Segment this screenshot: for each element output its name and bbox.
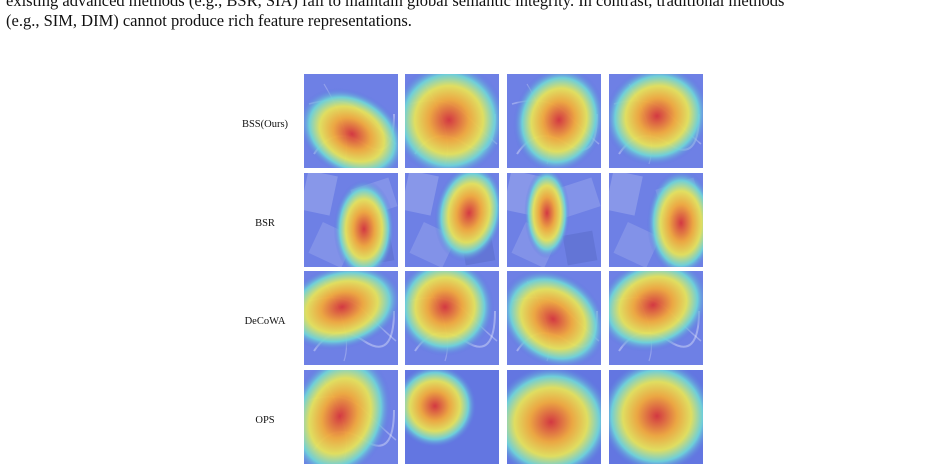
caption-line-1: existing advanced methods (e.g., BSR, SI… [6, 0, 785, 10]
heatmap-tile-bsr-3 [507, 173, 601, 267]
heatmap-tile-ops-4 [609, 370, 703, 464]
heatmap-tile-bsr-2 [405, 173, 499, 267]
heatmap-tile-bss-3 [507, 74, 601, 168]
heatmap-tile-ops-3 [507, 370, 601, 464]
heatmap-tile-bss-4 [609, 74, 703, 168]
heatmap-tile-ops-1 [304, 370, 398, 464]
row-label-bsr: BSR [255, 218, 275, 229]
caption-line-2: (e.g., SIM, DIM) cannot produce rich fea… [6, 11, 412, 30]
heatmap-tile-decowa-1 [304, 271, 398, 365]
heatmap-tile-bss-1 [304, 74, 398, 168]
heatmap-tile-decowa-4 [609, 271, 703, 365]
heatmap-tile-ops-2 [405, 370, 499, 464]
row-label-bss: BSS(Ours) [241, 119, 289, 130]
heatmap-tile-decowa-2 [405, 271, 499, 365]
row-label-ops: OPS [255, 415, 275, 426]
heatmap-tile-bsr-4 [609, 173, 703, 267]
heatmap-tile-bsr-1 [304, 173, 398, 267]
row-label-decowa: DeCoWA [244, 316, 286, 327]
heatmap-tile-bss-2 [405, 74, 499, 168]
heatmap-tile-decowa-3 [507, 271, 601, 365]
figure-caption: existing advanced methods (e.g., BSR, SI… [6, 0, 942, 31]
